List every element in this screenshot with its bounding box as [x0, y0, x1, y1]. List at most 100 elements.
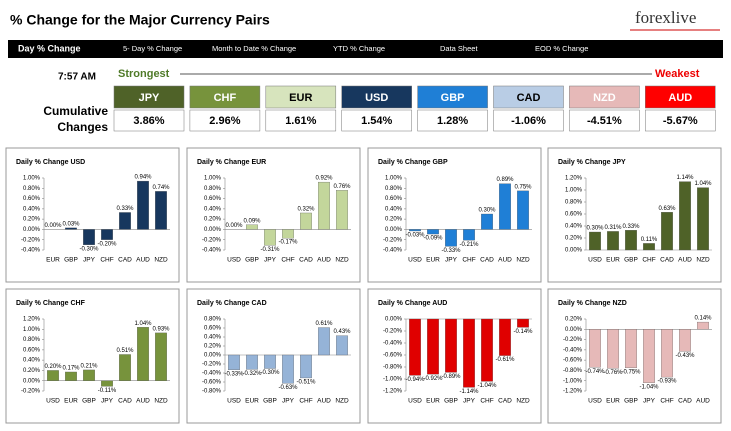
y-tick-label: 0.00%	[385, 227, 403, 233]
value-label: -0.09%	[423, 236, 443, 242]
change: 1.61%	[285, 115, 316, 127]
value-label: 0.03%	[62, 221, 80, 227]
currency: CAD	[517, 92, 541, 104]
x-tick-label: AUD	[696, 398, 710, 405]
chart-panel	[367, 147, 542, 283]
value-label: 1.04%	[134, 321, 152, 327]
value-label: 0.31%	[604, 225, 622, 231]
y-tick-label: 0.20%	[23, 217, 41, 223]
tab[interactable]: Day % Change	[18, 43, 81, 53]
value-label: 0.11%	[641, 237, 658, 243]
bar	[517, 190, 529, 230]
tab[interactable]: Data Sheet	[440, 44, 478, 53]
x-tick-label: CHF	[480, 398, 493, 405]
bar	[661, 329, 673, 378]
x-tick-label: CAD	[299, 257, 313, 264]
bar	[264, 229, 276, 246]
value-label: -0.14%	[513, 329, 533, 335]
change-box	[113, 109, 185, 132]
y-tick-label: -0.20%	[202, 362, 222, 368]
y-tick-label: -0.40%	[21, 248, 41, 254]
tab[interactable]: 5- Day % Change	[123, 44, 182, 53]
currency-box	[417, 85, 488, 109]
y-tick-label: 1.00%	[385, 176, 403, 182]
y-tick-label: 0.00%	[23, 378, 41, 384]
x-tick-label: USD	[588, 398, 602, 405]
x-tick-label: CHF	[100, 257, 113, 264]
y-tick-label: -1.20%	[383, 389, 403, 395]
y-tick-label: -1.00%	[563, 378, 583, 384]
value-label: -0.33%	[224, 371, 244, 377]
change: -1.06%	[511, 115, 546, 127]
bar	[137, 327, 149, 381]
value-label: -0.51%	[296, 380, 316, 386]
y-tick-label: 0.40%	[204, 335, 222, 341]
bar	[264, 354, 276, 369]
y-tick-label: 0.00%	[565, 248, 583, 254]
value-label: -0.30%	[260, 370, 280, 376]
bar	[697, 187, 709, 251]
value-label: -0.89%	[441, 374, 461, 380]
change-box	[189, 109, 261, 132]
x-tick-label: USD	[408, 398, 422, 405]
bar	[300, 354, 312, 379]
y-tick-label: 1.20%	[565, 176, 583, 182]
bar	[83, 369, 95, 381]
value-label: -1.04%	[477, 383, 497, 389]
bar	[155, 332, 167, 381]
currency-box	[265, 85, 337, 109]
x-tick-label: USD	[46, 398, 60, 405]
bar	[228, 354, 240, 371]
y-tick-label: 0.40%	[385, 206, 403, 212]
y-tick-label: 0.60%	[23, 347, 41, 353]
currency: CHF	[214, 92, 237, 104]
bar	[282, 354, 294, 384]
y-tick-label: -0.20%	[383, 237, 403, 243]
y-tick-label: 1.20%	[23, 317, 41, 323]
x-tick-label: JPY	[83, 257, 96, 264]
currency: JPY	[139, 92, 160, 104]
bar	[643, 243, 655, 251]
tab[interactable]: Month to Date % Change	[212, 44, 296, 53]
value-label: -0.11%	[98, 388, 117, 394]
bar	[318, 181, 330, 230]
value-label: -0.74%	[585, 369, 605, 375]
x-tick-label: GBP	[64, 257, 78, 264]
y-tick-label: -0.80%	[563, 368, 583, 374]
bar	[101, 380, 113, 387]
bar	[119, 212, 131, 230]
value-label: 0.89%	[496, 177, 514, 183]
value-label: -0.92%	[423, 376, 443, 382]
bar	[679, 329, 691, 352]
x-tick-label: CAD	[498, 398, 512, 405]
strongest-label: Strongest	[118, 68, 170, 80]
change: 1.54%	[361, 115, 392, 127]
y-tick-label: 0.40%	[565, 224, 583, 230]
x-tick-label: AUD	[317, 257, 331, 264]
y-tick-label: 0.80%	[204, 186, 222, 192]
y-tick-label: 0.00%	[23, 227, 41, 233]
y-tick-label: 0.20%	[204, 344, 222, 350]
x-tick-label: AUD	[136, 398, 150, 405]
value-label: -0.94%	[405, 377, 425, 383]
x-tick-label: USD	[227, 398, 241, 405]
change: 1.28%	[437, 115, 468, 127]
bar	[246, 354, 258, 370]
y-tick-label: -0.40%	[202, 248, 222, 254]
x-tick-label: NZD	[154, 257, 168, 264]
x-tick-label: EUR	[64, 398, 78, 405]
y-tick-label: 0.40%	[23, 358, 41, 364]
bar	[137, 180, 149, 230]
bar	[336, 190, 348, 230]
value-label: -1.14%	[459, 389, 479, 395]
tab[interactable]: EOD % Change	[535, 44, 588, 53]
value-label: -1.04%	[639, 384, 659, 390]
x-tick-label: EUR	[426, 398, 440, 405]
x-tick-label: AUD	[678, 257, 692, 264]
x-tick-label: JPY	[445, 257, 458, 264]
value-label: -0.31%	[260, 247, 280, 253]
tab[interactable]: YTD % Change	[333, 44, 385, 53]
value-label: 0.61%	[315, 321, 333, 327]
value-label: -0.63%	[278, 385, 298, 391]
